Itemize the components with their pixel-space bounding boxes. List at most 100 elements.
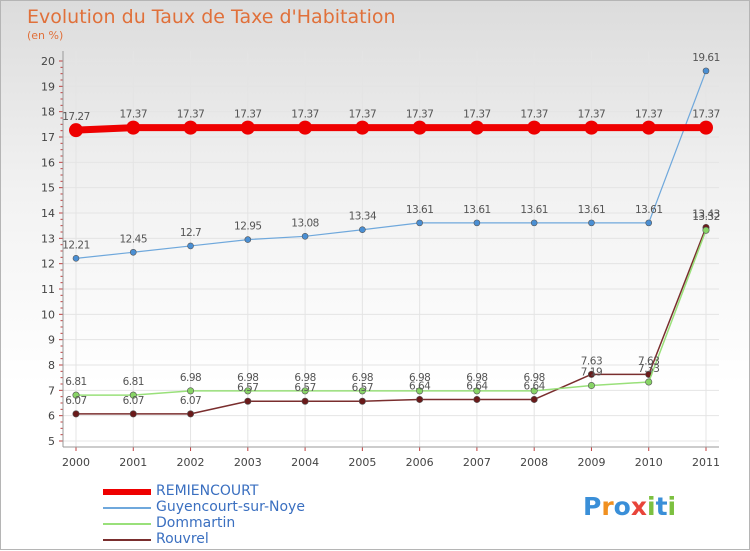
data-point [183, 120, 198, 135]
x-tick-label: 2009 [577, 456, 605, 469]
x-tick-label: 2011 [692, 456, 720, 469]
y-tick-label: 8 [48, 359, 55, 372]
data-label: 12.21 [62, 239, 90, 251]
data-point [301, 397, 309, 405]
data-point [588, 219, 595, 227]
data-point [187, 387, 195, 395]
data-point [587, 370, 595, 378]
data-label: 13.61 [406, 204, 434, 216]
logo-letter: i [667, 492, 677, 521]
data-label: 6.98 [409, 372, 430, 384]
legend-swatch [103, 523, 151, 525]
data-label: 13.61 [578, 204, 606, 216]
x-tick-label: 2000 [62, 456, 90, 469]
data-point [702, 226, 710, 234]
data-point [298, 120, 313, 135]
data-label: 17.37 [234, 109, 262, 121]
data-label: 12.95 [234, 221, 262, 233]
data-label: 6.07 [123, 395, 144, 407]
data-point [244, 387, 252, 395]
data-point [72, 391, 80, 399]
data-label: 6.64 [466, 380, 488, 392]
data-point [530, 219, 538, 227]
data-label: 6.98 [466, 372, 487, 384]
data-point [129, 391, 137, 399]
y-tick-label: 13 [41, 232, 55, 245]
data-point [645, 378, 653, 386]
logo-letter: r [601, 492, 614, 521]
data-point [301, 233, 309, 240]
y-tick-label: 15 [41, 182, 55, 195]
data-point [244, 236, 252, 243]
data-point [473, 219, 481, 227]
data-point [129, 248, 137, 256]
data-point [473, 387, 481, 395]
data-labels: 17.27 17.37 17.37 17.37 17.37 17.37 17.37 17.37… [62, 52, 720, 407]
y-tick-label: 18 [41, 106, 55, 119]
data-point [72, 410, 80, 418]
data-label: 6.57 [237, 382, 258, 394]
data-point [240, 120, 255, 135]
y-tick-label: 11 [41, 283, 55, 296]
data-label: 17.37 [119, 109, 147, 121]
data-point [358, 387, 366, 395]
data-label: 17.37 [177, 109, 205, 121]
data-label: 17.37 [291, 109, 319, 121]
chart-title: Evolution du Taux de Taxe d'Habitation [27, 6, 396, 28]
data-point [358, 397, 366, 405]
data-label: 13.08 [291, 217, 319, 229]
y-tick-label: 20 [41, 55, 55, 68]
data-point [416, 219, 423, 227]
data-point [702, 67, 710, 75]
data-label: 12.7 [180, 227, 201, 239]
logo-letter: x [630, 492, 647, 521]
data-point [469, 120, 484, 135]
axes: 5 6 7 8 9 10 11 12 13 14 15 16 17 18 19 20 2000 2001 2002 2… [41, 51, 720, 469]
data-label: 17.37 [635, 109, 663, 121]
x-tick-label: 2004 [291, 456, 319, 469]
data-point [587, 382, 595, 390]
data-label: 6.98 [294, 372, 315, 384]
data-label: 6.07 [65, 395, 86, 407]
data-label: 7.63 [638, 355, 659, 367]
data-label: 6.81 [65, 376, 86, 388]
data-point [473, 395, 481, 403]
series-line [75, 124, 706, 134]
legend-swatch [103, 489, 151, 495]
x-tick-label: 2001 [119, 456, 147, 469]
data-label: 6.57 [294, 382, 315, 394]
legend-swatch [103, 539, 151, 541]
legend-swatch [103, 507, 151, 509]
data-label: 6.07 [180, 395, 201, 407]
logo-letter: t [655, 492, 668, 521]
data-point [72, 255, 80, 262]
data-point [530, 387, 538, 395]
data-point [301, 387, 309, 395]
logo-letter: o [613, 492, 631, 521]
y-tick-label: 5 [48, 435, 55, 448]
legend-label: Dommartin [156, 515, 236, 531]
logo-letter: P [583, 492, 602, 521]
data-label: 6.57 [352, 382, 373, 394]
data-label: 6.98 [237, 372, 258, 384]
series-line [76, 229, 707, 396]
data-label: 13.61 [520, 204, 548, 216]
x-tick-label: 2007 [463, 456, 491, 469]
data-point [416, 387, 424, 395]
x-tick-label: 2005 [348, 456, 376, 469]
x-tick-label: 2006 [406, 456, 434, 469]
y-tick-label: 12 [41, 258, 55, 271]
data-label: 17.27 [62, 111, 90, 123]
data-point [641, 120, 656, 135]
data-point [359, 226, 366, 234]
x-tick-label: 2008 [520, 456, 548, 469]
y-tick-label: 14 [41, 207, 55, 220]
data-point [527, 120, 542, 135]
data-point [412, 120, 427, 135]
y-tick-label: 6 [48, 410, 55, 423]
data-label: 13.34 [349, 211, 377, 223]
data-label: 6.64 [409, 380, 431, 392]
series-line [76, 227, 707, 415]
y-tick-label: 9 [48, 334, 55, 347]
